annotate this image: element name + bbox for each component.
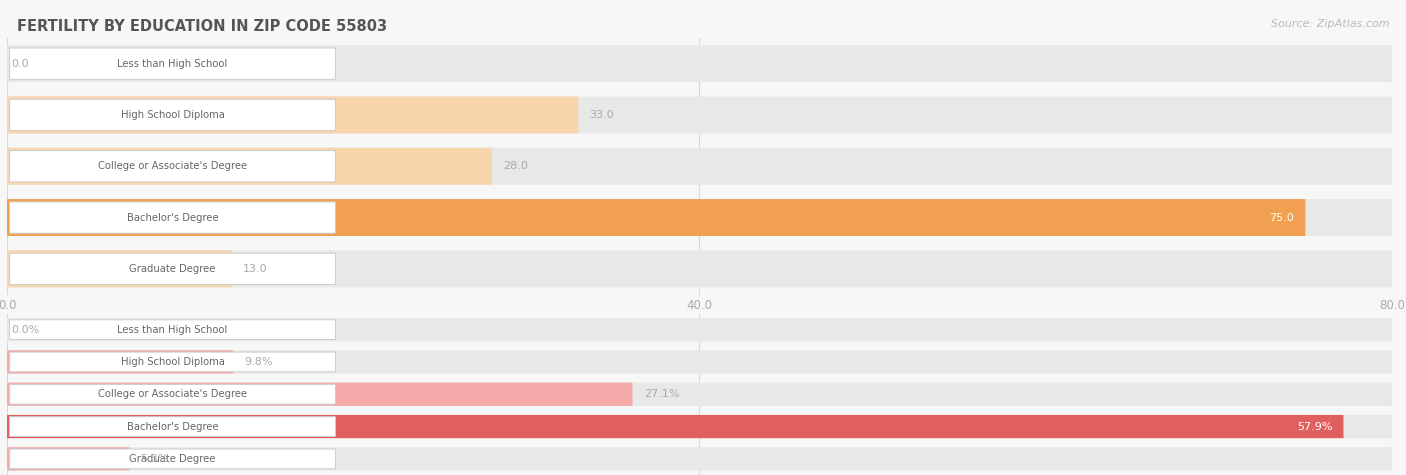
FancyBboxPatch shape: [7, 415, 1392, 438]
Text: 0.0%: 0.0%: [11, 324, 39, 335]
Text: 75.0: 75.0: [1270, 212, 1295, 223]
FancyBboxPatch shape: [10, 202, 336, 233]
Text: High School Diploma: High School Diploma: [121, 357, 225, 367]
Text: 0.0: 0.0: [11, 58, 28, 69]
FancyBboxPatch shape: [10, 320, 336, 340]
Text: College or Associate's Degree: College or Associate's Degree: [98, 161, 247, 171]
FancyBboxPatch shape: [7, 351, 1392, 373]
FancyBboxPatch shape: [7, 383, 633, 406]
FancyBboxPatch shape: [10, 384, 336, 404]
FancyBboxPatch shape: [7, 318, 1392, 341]
Text: Graduate Degree: Graduate Degree: [129, 454, 215, 464]
FancyBboxPatch shape: [7, 96, 578, 133]
Text: Less than High School: Less than High School: [118, 324, 228, 335]
FancyBboxPatch shape: [10, 449, 336, 469]
FancyBboxPatch shape: [7, 96, 1392, 133]
Text: 57.9%: 57.9%: [1296, 421, 1333, 432]
Text: Bachelor's Degree: Bachelor's Degree: [127, 421, 218, 432]
Text: 5.3%: 5.3%: [141, 454, 169, 464]
FancyBboxPatch shape: [10, 151, 336, 182]
FancyBboxPatch shape: [7, 415, 1344, 438]
Text: Source: ZipAtlas.com: Source: ZipAtlas.com: [1271, 19, 1389, 29]
Text: 9.8%: 9.8%: [245, 357, 273, 367]
FancyBboxPatch shape: [10, 253, 336, 285]
FancyBboxPatch shape: [10, 48, 336, 79]
Text: Graduate Degree: Graduate Degree: [129, 264, 215, 274]
Text: 28.0: 28.0: [503, 161, 527, 171]
Text: College or Associate's Degree: College or Associate's Degree: [98, 389, 247, 399]
FancyBboxPatch shape: [7, 447, 1392, 470]
FancyBboxPatch shape: [7, 383, 1392, 406]
FancyBboxPatch shape: [10, 352, 336, 372]
FancyBboxPatch shape: [7, 199, 1305, 236]
Text: 13.0: 13.0: [243, 264, 267, 274]
FancyBboxPatch shape: [10, 417, 336, 437]
FancyBboxPatch shape: [7, 447, 129, 470]
Text: Less than High School: Less than High School: [118, 58, 228, 69]
FancyBboxPatch shape: [7, 351, 233, 373]
FancyBboxPatch shape: [7, 250, 1392, 287]
Text: High School Diploma: High School Diploma: [121, 110, 225, 120]
FancyBboxPatch shape: [7, 148, 1392, 185]
Text: FERTILITY BY EDUCATION IN ZIP CODE 55803: FERTILITY BY EDUCATION IN ZIP CODE 55803: [17, 19, 387, 34]
FancyBboxPatch shape: [7, 199, 1392, 236]
Text: 27.1%: 27.1%: [644, 389, 679, 399]
FancyBboxPatch shape: [7, 148, 492, 185]
Text: 33.0: 33.0: [589, 110, 614, 120]
FancyBboxPatch shape: [7, 45, 1392, 82]
Text: Bachelor's Degree: Bachelor's Degree: [127, 212, 218, 223]
FancyBboxPatch shape: [7, 250, 232, 287]
FancyBboxPatch shape: [10, 99, 336, 131]
